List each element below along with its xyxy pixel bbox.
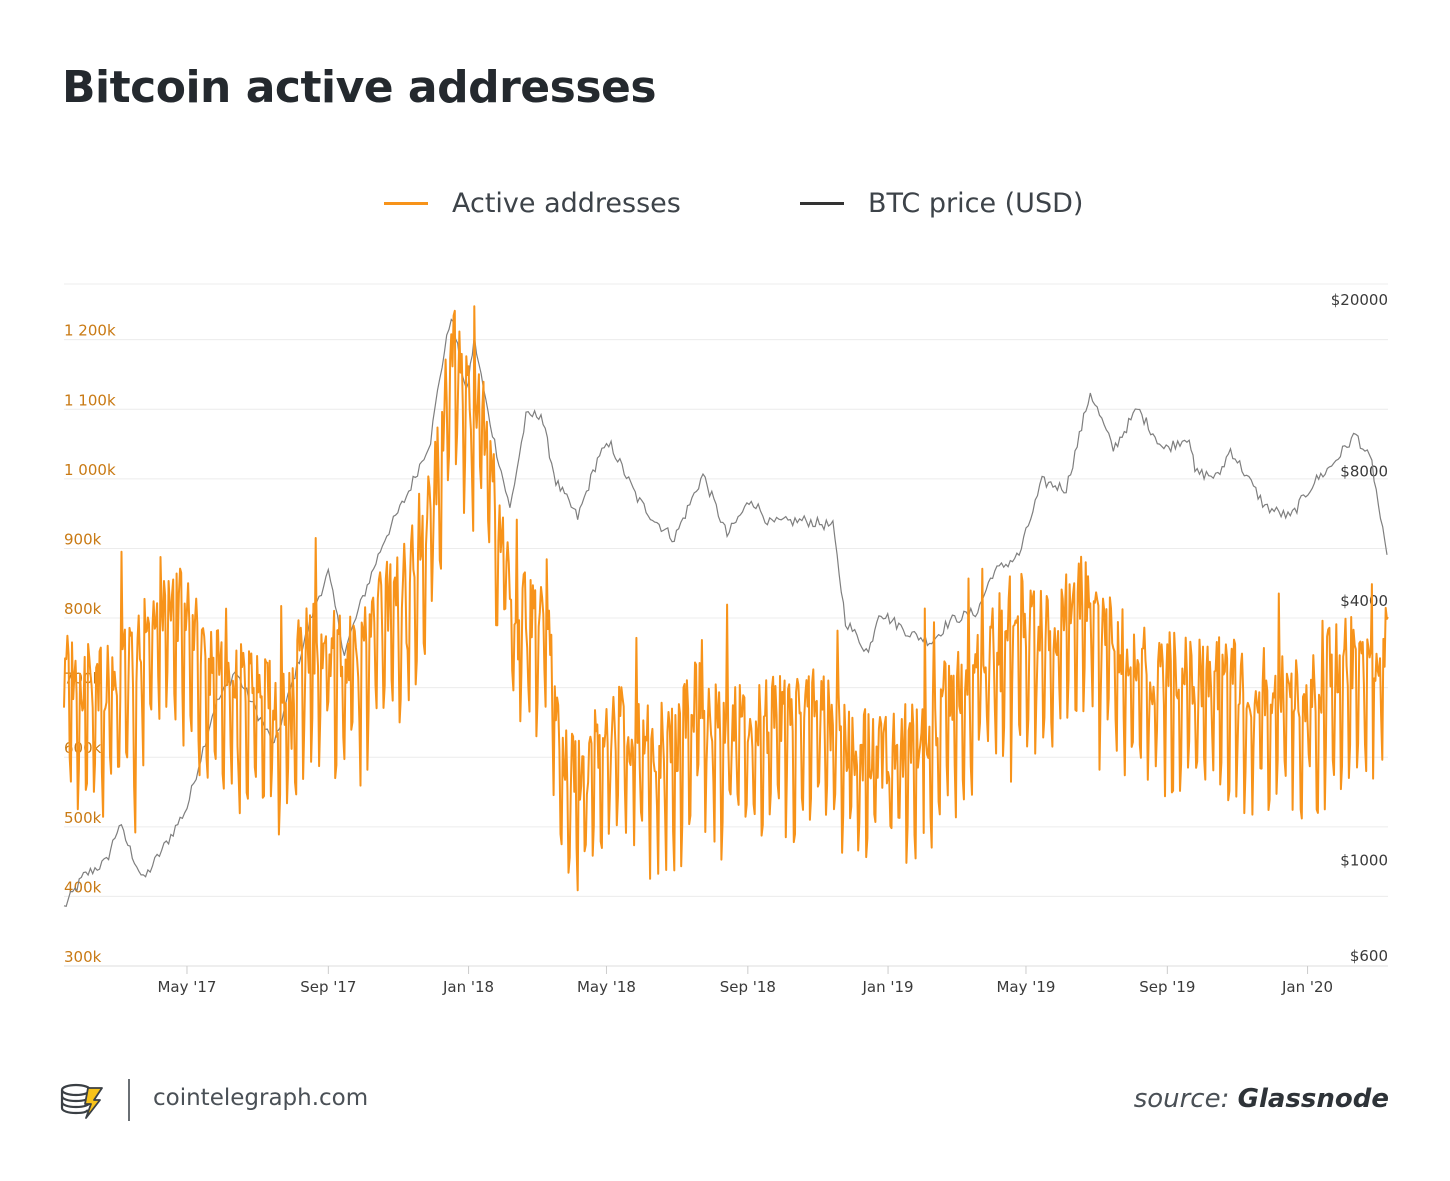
active-addresses-line: [63, 305, 1389, 892]
chart-title: Bitcoin active addresses: [62, 62, 657, 113]
legend-swatch-active-addresses: [384, 202, 428, 205]
footer-source: source: Glassnode: [1134, 1084, 1389, 1114]
right-axis: $600 $1000 $4000 $8000 $20000: [1331, 291, 1388, 965]
x-tick-label: Jan '18: [442, 978, 494, 996]
footer-divider: [128, 1079, 130, 1121]
active-addresses-series: [63, 305, 1389, 892]
left-tick-label: 300k: [64, 948, 102, 966]
x-tick-label: Sep '19: [1139, 978, 1195, 996]
legend-label-active-addresses: Active addresses: [452, 188, 681, 219]
footer-site-link[interactable]: cointelegraph.com: [153, 1085, 369, 1111]
right-tick-label: $600: [1350, 947, 1388, 965]
right-tick-label: $20000: [1331, 291, 1388, 309]
source-prefix: source:: [1133, 1084, 1230, 1114]
legend-item-active-addresses: Active addresses: [384, 188, 681, 219]
x-tick-label: May '17: [157, 978, 216, 996]
left-tick-label: 500k: [64, 809, 102, 827]
left-tick-label: 900k: [64, 530, 102, 548]
chart-legend: Active addresses BTC price (USD): [0, 188, 1450, 224]
left-tick-label: 800k: [64, 600, 102, 618]
btc-price-series: [63, 318, 1388, 908]
x-tick-label: Jan '20: [1281, 978, 1333, 996]
source-name: Glassnode: [1237, 1084, 1389, 1114]
x-tick-label: May '19: [996, 978, 1055, 996]
btc-price-line: [63, 318, 1388, 908]
cointelegraph-logo-icon: [60, 1083, 103, 1119]
left-tick-label: 1 100k: [64, 391, 116, 409]
legend-item-btc-price: BTC price (USD): [800, 188, 1083, 219]
chart-gridlines: [64, 283, 1388, 967]
left-tick-label: 1 200k: [64, 322, 116, 340]
right-tick-label: $1000: [1340, 851, 1388, 869]
x-tick-label: Sep '17: [300, 978, 356, 996]
right-tick-label: $8000: [1340, 463, 1388, 481]
left-tick-label: 400k: [64, 878, 102, 896]
right-tick-label: $4000: [1340, 592, 1388, 610]
legend-label-btc-price: BTC price (USD): [868, 188, 1084, 219]
x-tick-label: Jan '19: [861, 978, 913, 996]
legend-swatch-btc-price: [800, 202, 844, 205]
left-tick-label: 1 000k: [64, 461, 116, 479]
x-tick-label: Sep '18: [720, 978, 776, 996]
x-axis: May '17 Sep '17 Jan '18 May '18 Sep '18 Jan '…: [157, 966, 1333, 996]
x-tick-label: May '18: [577, 978, 636, 996]
